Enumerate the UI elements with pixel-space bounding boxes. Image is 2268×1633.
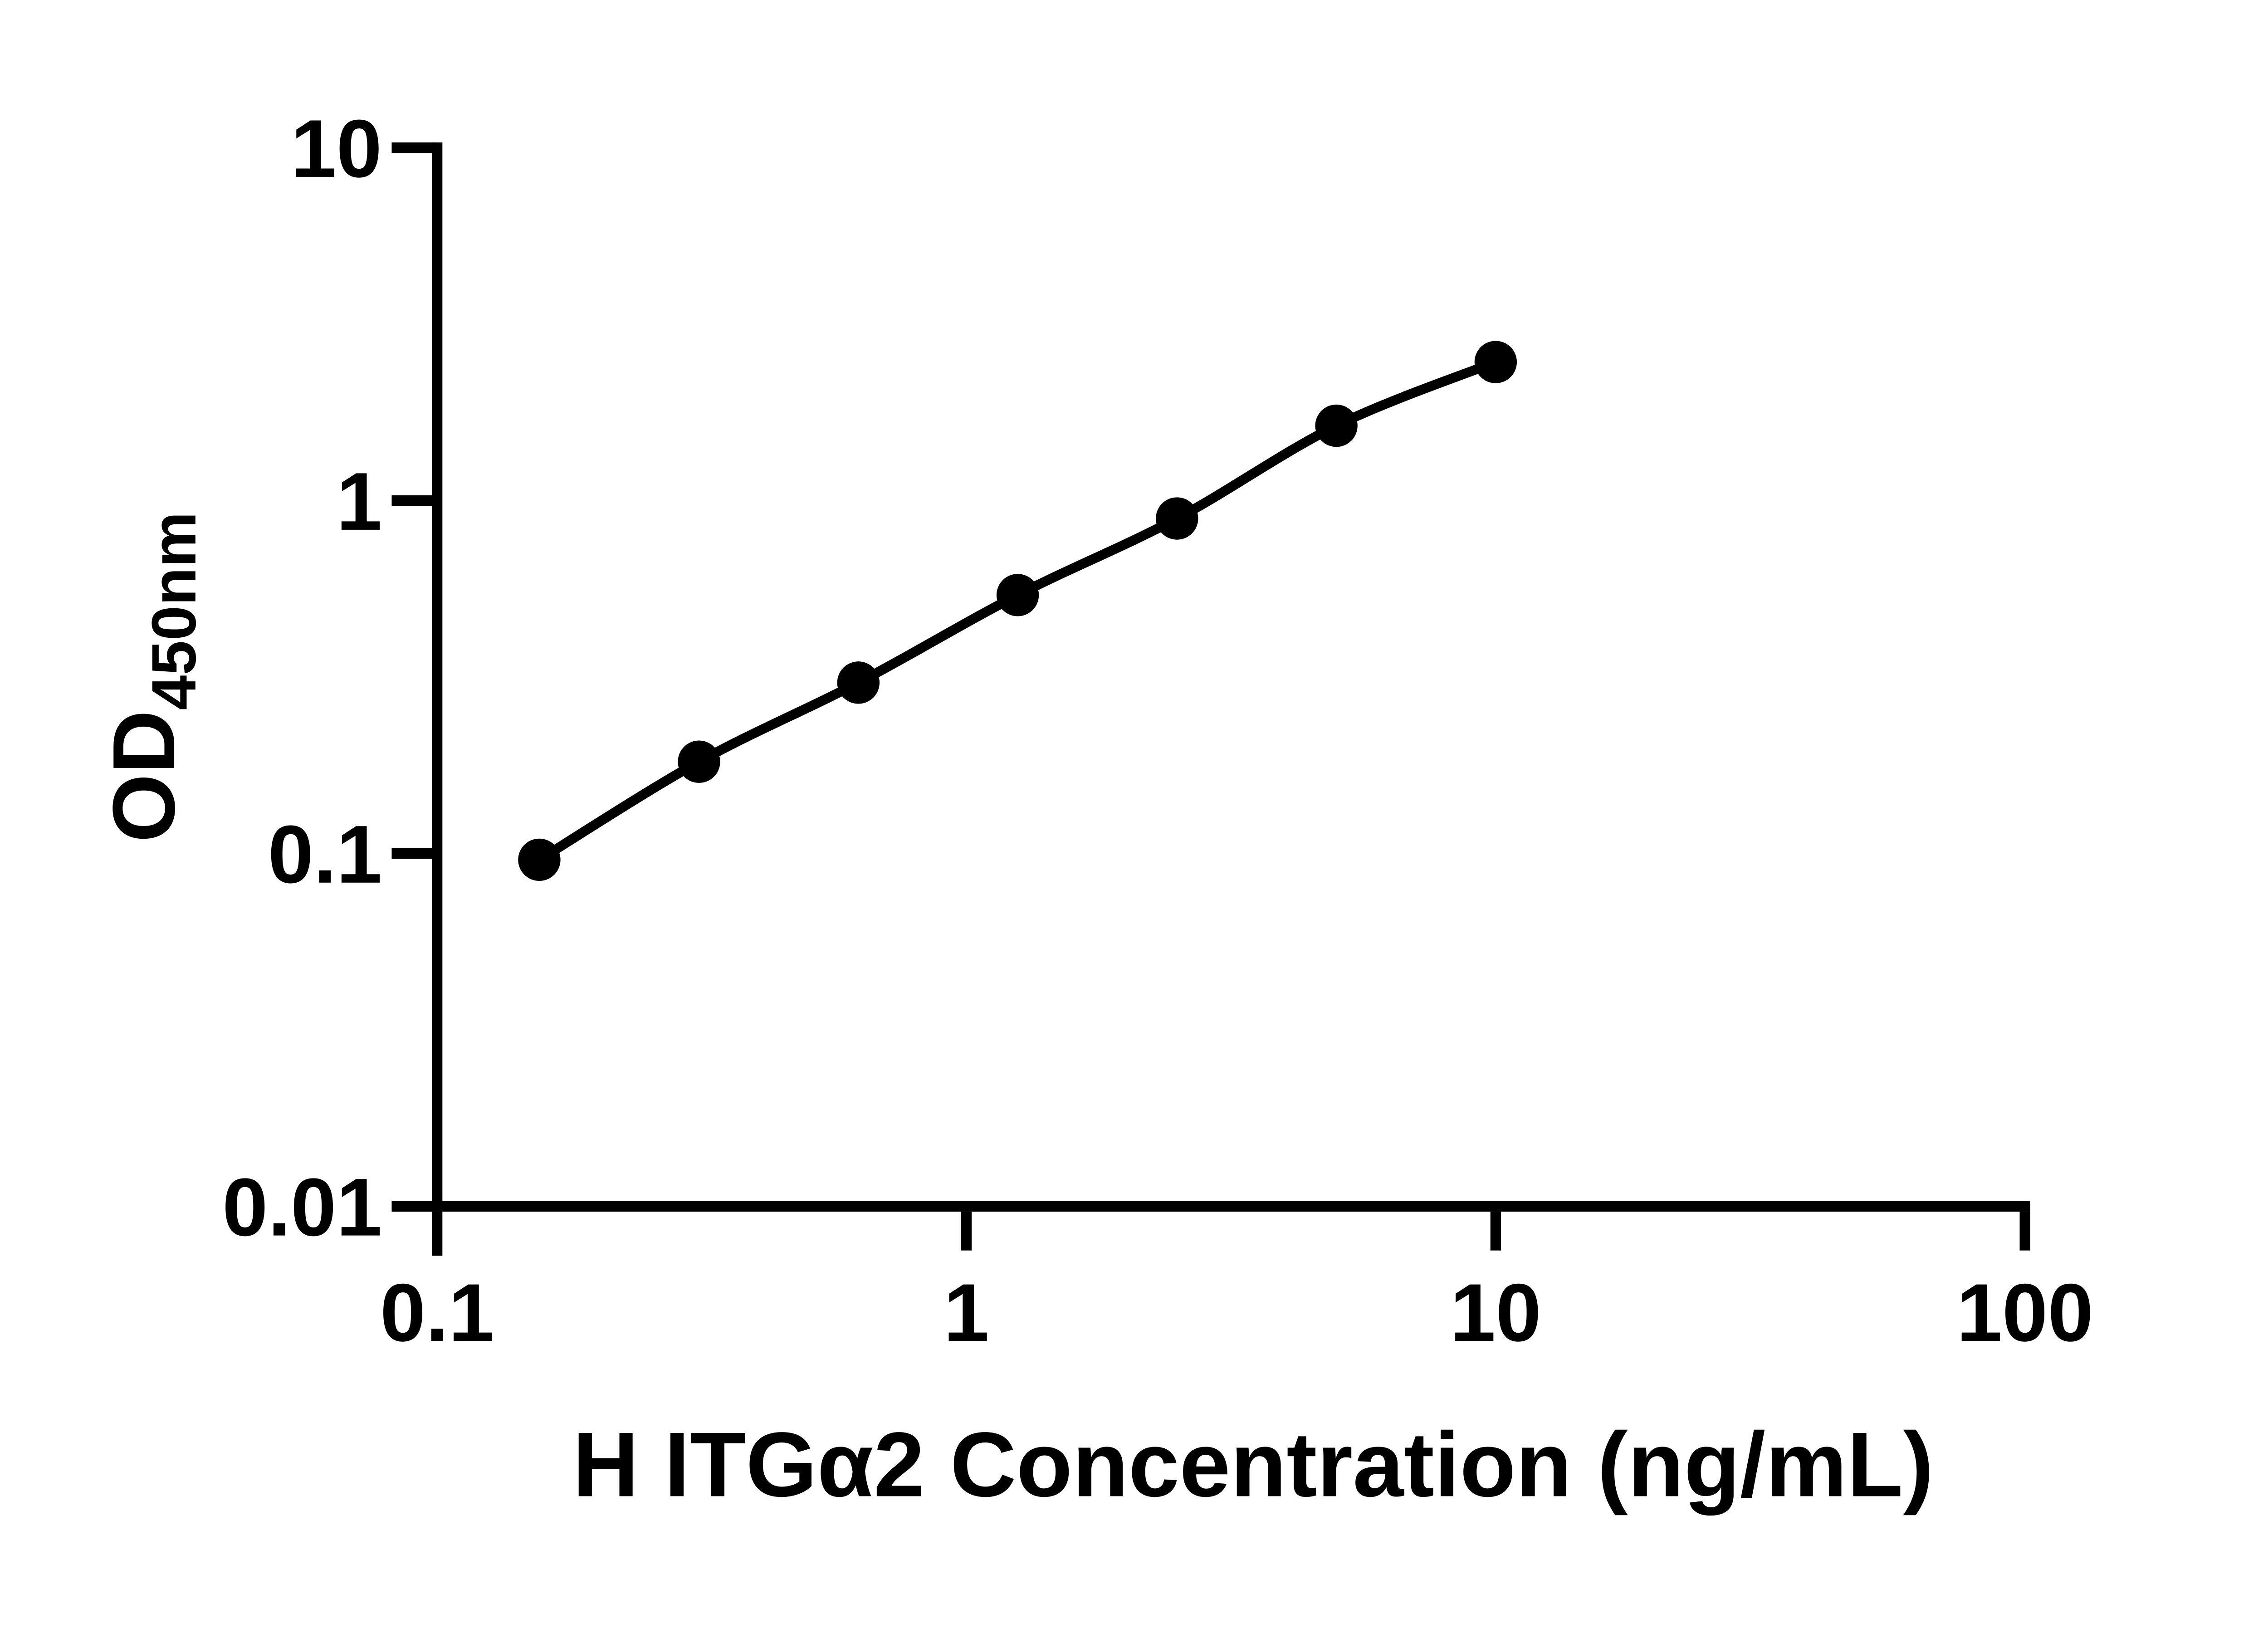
ticks [391,142,2030,1256]
plot-area [518,341,1517,881]
x-tick-label: 1 [943,1267,989,1359]
x-axis-line [391,1201,2030,1212]
y-tick [391,848,437,859]
data-point [518,838,561,881]
x-axis-title: H ITGα2 Concentration (ng/mL) [572,1413,1934,1516]
data-point [996,574,1039,616]
x-tick-label: 100 [1956,1267,2093,1359]
x-tick-label: 10 [1450,1267,1541,1359]
y-tick-label: 1 [336,456,382,548]
data-point [1474,341,1517,383]
axes [391,142,2030,1212]
y-axis-title: OD450nm [95,512,209,842]
x-tick [431,1212,443,1256]
y-axis-title-main: OD [95,710,193,842]
x-tick [961,1212,972,1251]
chart-svg: 0.1 1 10 100 0.01 0.1 1 10 H ITGα2 Concentratio… [0,0,2268,1588]
data-point [1315,404,1358,447]
y-tick-label: 0.01 [222,1162,382,1253]
data-point [837,661,880,704]
figure-container: 0.1 1 10 100 0.01 0.1 1 10 H ITGα2 Concentratio… [0,0,2268,1588]
x-tick [2019,1212,2030,1251]
y-axis-title-subscript: 450nm [139,512,209,710]
y-tick [391,495,437,506]
y-tick-label: 0.1 [268,809,382,900]
y-tick [391,1201,437,1212]
tick-labels: 0.1 1 10 100 0.01 0.1 1 10 [222,103,2093,1359]
chart-background [0,0,2268,1588]
y-tick-label: 10 [291,103,382,195]
y-axis-line [431,142,443,1212]
x-tick [1490,1212,1501,1251]
y-tick [391,142,437,153]
data-point [678,740,720,783]
x-tick-label: 0.1 [380,1267,494,1359]
data-point [1156,497,1198,540]
